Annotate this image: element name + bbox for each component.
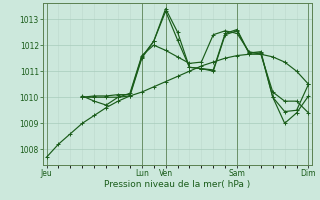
X-axis label: Pression niveau de la mer( hPa ): Pression niveau de la mer( hPa ) xyxy=(104,180,251,189)
